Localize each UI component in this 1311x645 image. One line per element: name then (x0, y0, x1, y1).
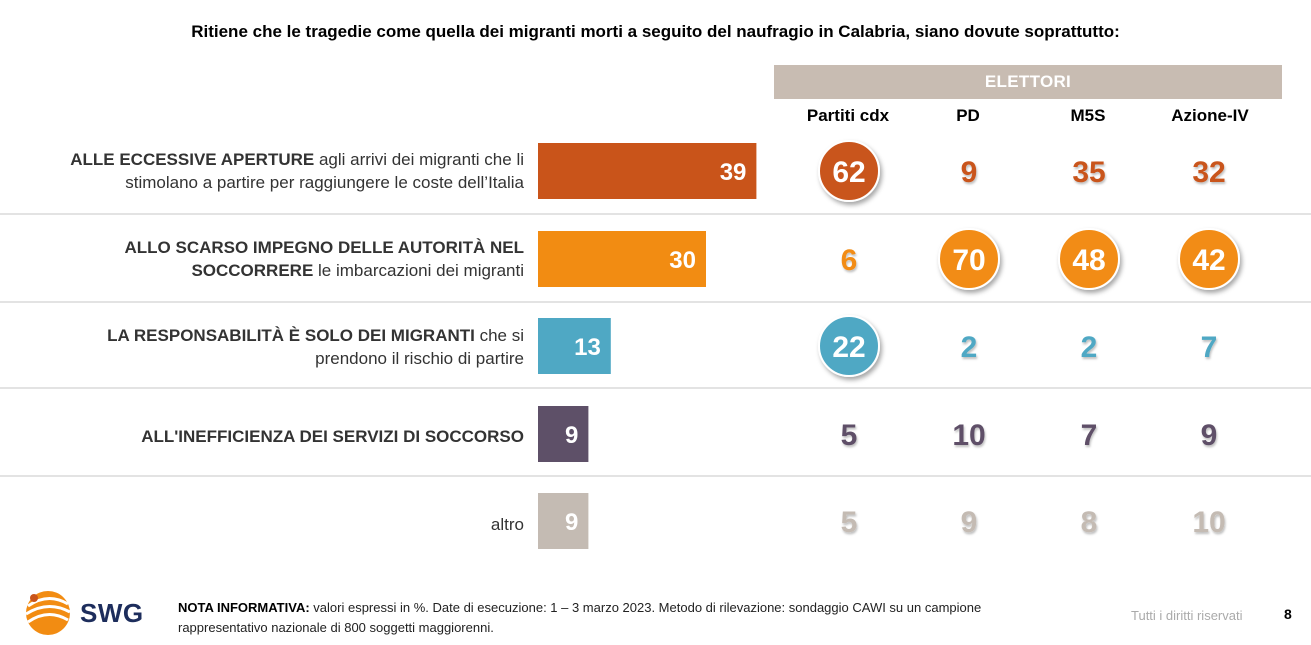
row-label-scarso-impegno: ALLO SCARSO IMPEGNO DELLE AUTORITÀ NEL S… (40, 236, 524, 282)
highlight-circle (938, 228, 1000, 290)
highlight-circle (1058, 228, 1120, 290)
table-cell-value: 7 (1081, 419, 1098, 452)
bar-value-label: 13 (574, 334, 601, 361)
table-cell-value: 32 (1192, 156, 1225, 189)
row-separator (0, 475, 1311, 477)
row-label-text: che si (474, 326, 524, 345)
chart-title: Ritiene che le tragedie come quella dei … (191, 22, 1120, 41)
table-cell-value: 5 (841, 506, 858, 539)
table-cell-value: 2 (1081, 331, 1098, 364)
row-separator (0, 387, 1311, 389)
table-cell-value: 5 (841, 419, 858, 452)
footer-note: NOTA INFORMATIVA: valori espressi in %. … (178, 598, 1038, 638)
row-label-bold: LA RESPONSABILITÀ È SOLO DEI MIGRANTI (107, 326, 475, 345)
table-cell-value: 7 (1201, 331, 1218, 364)
row-label-responsabilita-migranti: LA RESPONSABILITÀ È SOLO DEI MIGRANTI ch… (40, 324, 524, 370)
table-cell-value: 2 (961, 331, 978, 364)
highlight-circle (818, 315, 880, 377)
bars-group: 39 30 13 9 9 (538, 143, 757, 549)
row-label-text: stimolano a partire per raggiungere le c… (125, 173, 524, 192)
bar (538, 318, 611, 374)
row-separator (0, 213, 1311, 215)
logo-text: SWG (80, 598, 144, 628)
table-cell-value: 62 (832, 156, 865, 189)
row-label-text: agli arrivi dei migranti che li (314, 150, 524, 169)
highlight-circle (1178, 228, 1240, 290)
bar (538, 493, 589, 549)
table-cell-value: 10 (952, 419, 985, 452)
table-cell-value: 9 (1201, 419, 1218, 452)
bar-value-label: 9 (565, 422, 578, 449)
table-cell-value: 35 (1072, 156, 1105, 189)
table-cell-value: 48 (1072, 244, 1105, 277)
table-cell-value: 10 (1192, 506, 1225, 539)
row-label-eccessive-aperture: ALLE ECCESSIVE APERTURE agli arrivi dei … (40, 148, 524, 194)
row-label-inefficienza-soccorso: ALL'INEFFICIENZA DEI SERVIZI DI SOCCORSO (40, 425, 524, 448)
row-label-bold: SOCCORRERE (191, 261, 314, 280)
bar-value-label: 9 (565, 509, 578, 536)
page-number: 8 (1284, 606, 1292, 622)
rights-text: Tutti i diritti riservati (1131, 608, 1243, 623)
table-cell-value: 9 (961, 506, 978, 539)
bar (538, 406, 589, 462)
table-cell-value: 8 (1081, 506, 1098, 539)
column-header-m5s: M5S (1070, 106, 1106, 125)
column-header-azione-iv: Azione-IV (1171, 106, 1249, 125)
table-cell-value: 6 (841, 244, 858, 277)
row-label-bold: ALLE ECCESSIVE APERTURE (70, 150, 315, 169)
swg-logo-icon (25, 591, 71, 635)
column-header-partiti-cdx: Partiti cdx (806, 106, 890, 125)
note-label: NOTA INFORMATIVA: (178, 600, 310, 615)
table-cell-value: 22 (832, 331, 865, 364)
row-label-bold: ALLO SCARSO IMPEGNO DELLE AUTORITÀ NEL (124, 238, 524, 257)
row-separator (0, 301, 1311, 303)
bar-value-label: 30 (669, 247, 696, 274)
bar-value-label: 39 (720, 159, 747, 186)
bar (538, 143, 757, 199)
row-label-text: altro (490, 515, 524, 534)
table-cell-value: 70 (952, 244, 985, 277)
row-label-altro: altro (40, 513, 524, 536)
highlight-circle (818, 140, 880, 202)
group-header-elettori: ELETTORI (774, 65, 1282, 99)
row-label-text: prendono il rischio di partire (315, 349, 524, 368)
table-cell-value: 42 (1192, 244, 1225, 277)
table-cell-value: 9 (961, 156, 978, 189)
note-text: valori espressi in %. Date di esecuzione… (178, 600, 982, 635)
column-header-pd: PD (956, 106, 980, 125)
bar (538, 231, 706, 287)
row-label-text: le imbarcazioni dei migranti (313, 261, 524, 280)
row-label-bold: ALL'INEFFICIENZA DEI SERVIZI DI SOCCORSO (141, 427, 524, 446)
